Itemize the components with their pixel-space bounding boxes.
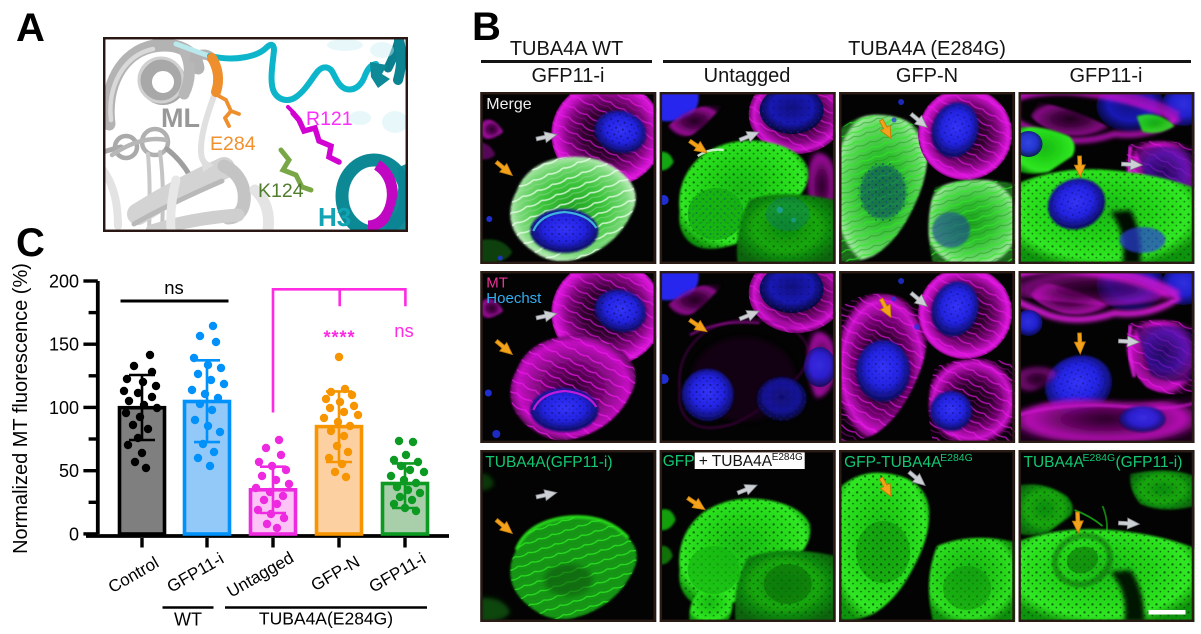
svg-text:Normalized MT fluorescence (%): Normalized MT fluorescence (%) [10,263,32,554]
svg-text:GFP-TUBA4A: GFP-TUBA4A [844,454,942,471]
svg-text:WT: WT [174,610,202,630]
svg-text:H3: H3 [318,202,351,232]
svg-text:200: 200 [49,272,79,292]
svg-text:R121: R121 [306,108,353,130]
svg-text:ML: ML [161,103,200,133]
svg-text:GFP11-i: GFP11-i [366,549,429,596]
svg-text:E284G: E284G [940,452,973,464]
svg-text:ns: ns [164,277,184,298]
svg-text:E284G: E284G [772,452,803,463]
svg-text:50: 50 [59,461,79,481]
svg-text:Untagged: Untagged [224,548,297,601]
svg-text:K124: K124 [258,180,304,202]
svg-text:MT: MT [486,275,508,292]
svg-text:E284: E284 [210,133,256,155]
svg-text:E284G: E284G [1083,452,1116,464]
svg-text:GFP: GFP [663,453,695,470]
svg-text:Merge: Merge [486,96,531,113]
svg-text:+ TUBA4A: + TUBA4A [699,453,773,470]
svg-text:GFP11-i: GFP11-i [164,549,227,596]
svg-text:Hoechst: Hoechst [486,290,542,307]
svg-text:ns: ns [394,320,414,341]
svg-text:0: 0 [69,524,79,544]
svg-text:TUBA4A(GFP11-i): TUBA4A(GFP11-i) [485,454,612,471]
svg-text:TUBA4A: TUBA4A [1024,454,1085,471]
svg-text:(GFP11-i): (GFP11-i) [1116,454,1183,471]
svg-text:GFP-N: GFP-N [308,552,363,595]
svg-text:****: **** [323,328,355,348]
svg-text:150: 150 [49,335,79,355]
svg-text:TUBA4A(E284G): TUBA4A(E284G) [259,609,393,629]
svg-text:Control: Control [105,553,162,597]
svg-text:100: 100 [49,398,79,418]
